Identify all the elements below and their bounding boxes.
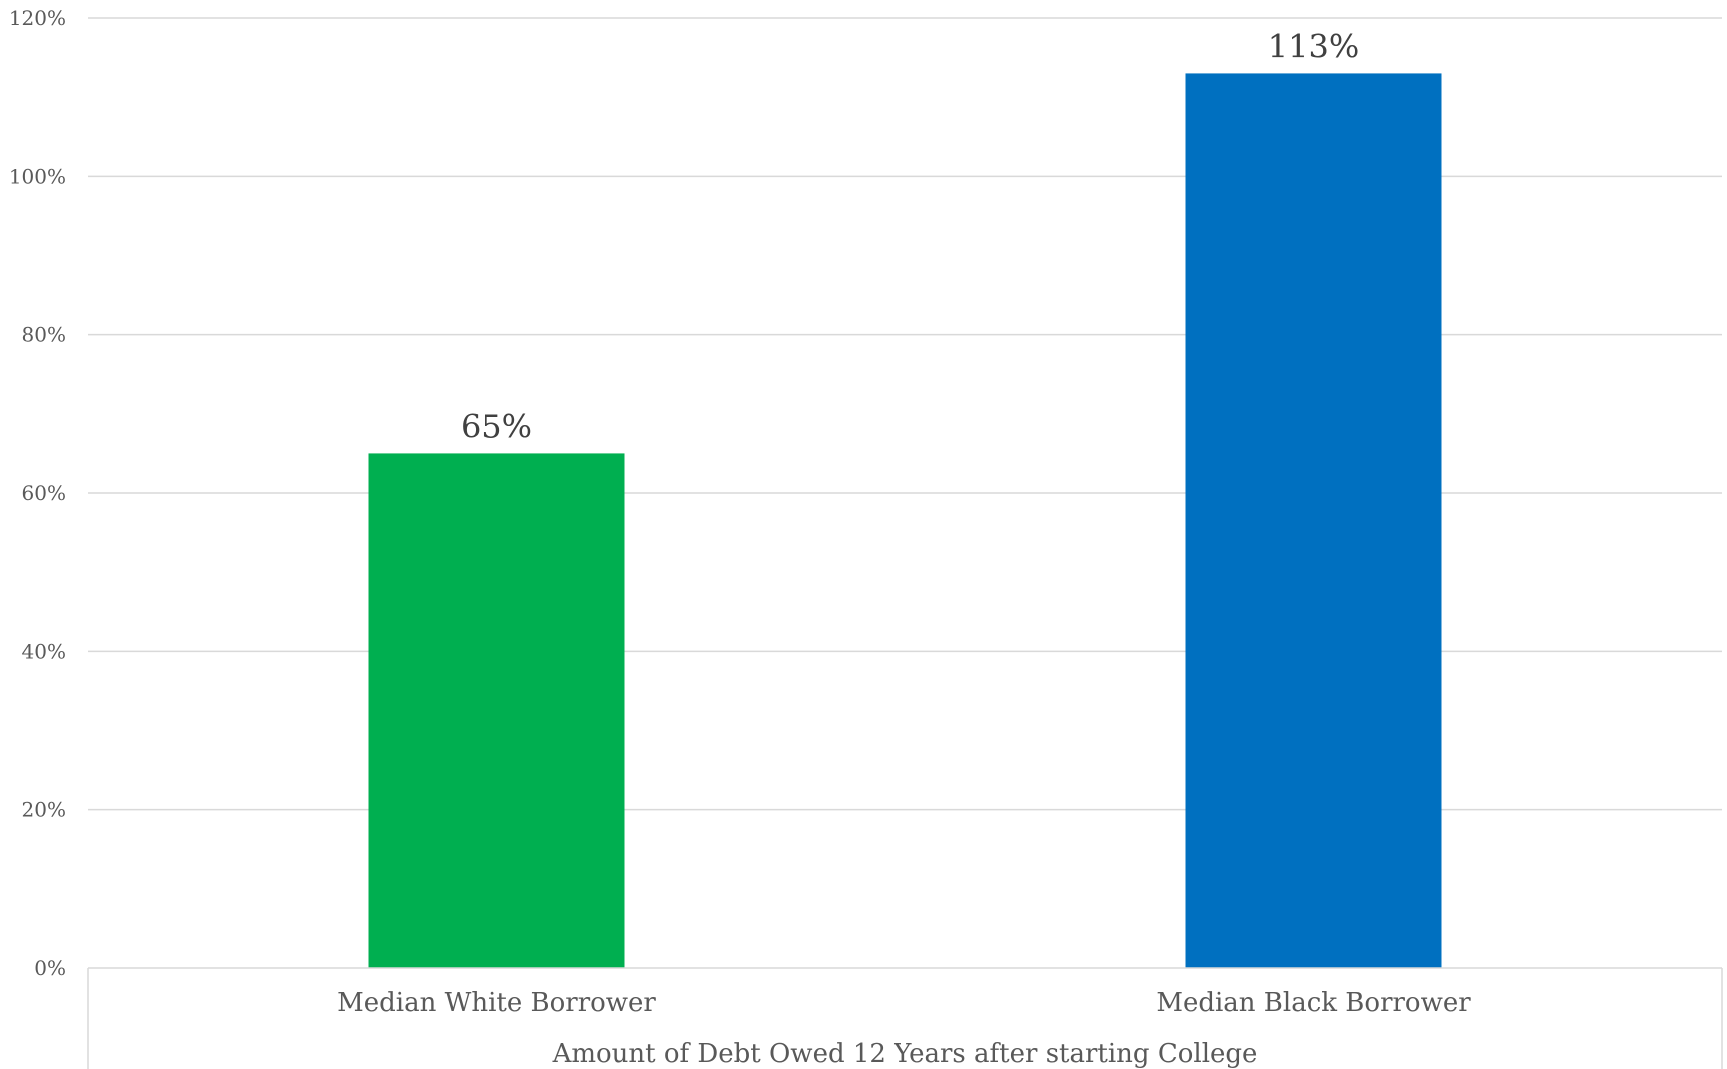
category-label: Median Black Borrower	[1156, 988, 1471, 1018]
gridlines	[88, 17, 1722, 811]
category-labels: Median White Borrower Median Black Borrow…	[337, 988, 1471, 1018]
y-tick-label: 120%	[9, 6, 66, 30]
y-tick-label: 40%	[22, 639, 66, 663]
y-tick-label: 80%	[22, 323, 66, 347]
y-tick-label: 20%	[22, 798, 66, 822]
x-axis-group-label: Amount of Debt Owed 12 Years after start…	[552, 1039, 1258, 1069]
bars	[368, 73, 1442, 969]
y-tick-label: 0%	[34, 956, 66, 980]
x-axis	[87, 967, 1723, 1069]
category-label: Median White Borrower	[337, 988, 656, 1018]
y-axis-ticks: 0% 20% 40% 60% 80% 100% 120%	[9, 6, 66, 980]
y-tick-label: 100%	[9, 164, 66, 188]
bar-median-black-borrower	[1185, 73, 1442, 968]
data-label: 65%	[461, 407, 532, 445]
data-labels: 65% 113%	[461, 27, 1359, 445]
y-tick-label: 60%	[22, 481, 66, 505]
data-label: 113%	[1268, 27, 1359, 65]
bar-median-white-borrower	[368, 453, 625, 969]
